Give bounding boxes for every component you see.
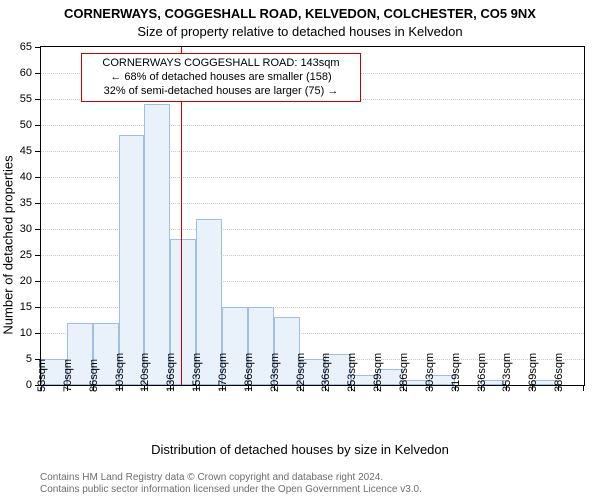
- y-tick-label: 50: [20, 119, 32, 131]
- x-tick-label: 170sqm: [217, 353, 229, 392]
- histogram-bar: [144, 104, 170, 385]
- x-tick-label: 220sqm: [295, 353, 307, 392]
- x-tick-label: 386sqm: [553, 353, 565, 392]
- x-tick-label: 203sqm: [269, 353, 281, 392]
- y-tick-label: 25: [20, 249, 32, 261]
- y-tick: [35, 47, 41, 48]
- y-tick: [35, 99, 41, 100]
- annotation-line: CORNERWAYS COGGESHALL ROAD: 143sqm: [85, 57, 357, 71]
- x-tick-label: 186sqm: [243, 353, 255, 392]
- plot-area: CORNERWAYS COGGESHALL ROAD: 143sqm ← 68%…: [40, 46, 585, 386]
- footer-line: Contains public sector information licen…: [40, 484, 422, 496]
- y-tick-label: 15: [20, 301, 32, 313]
- x-tick-label: 353sqm: [501, 353, 513, 392]
- chart-title-line1: CORNERWAYS, COGGESHALL ROAD, KELVEDON, C…: [0, 6, 600, 21]
- chart-title-line2: Size of property relative to detached ho…: [0, 24, 600, 39]
- y-tick-label: 45: [20, 145, 32, 157]
- y-tick: [35, 333, 41, 334]
- x-tick: [583, 385, 584, 391]
- y-tick: [35, 307, 41, 308]
- y-tick: [35, 177, 41, 178]
- y-tick-label: 65: [20, 41, 32, 53]
- y-tick-label: 55: [20, 93, 32, 105]
- y-tick-label: 0: [26, 379, 32, 391]
- y-tick: [35, 203, 41, 204]
- x-axis-label: Distribution of detached houses by size …: [0, 442, 600, 457]
- x-tick-label: 269sqm: [372, 353, 384, 392]
- y-tick-label: 40: [20, 171, 32, 183]
- x-tick-label: 136sqm: [165, 353, 177, 392]
- y-tick-label: 60: [20, 67, 32, 79]
- x-tick-label: 86sqm: [88, 359, 100, 392]
- footer-line: Contains HM Land Registry data © Crown c…: [40, 472, 422, 484]
- x-tick-label: 303sqm: [424, 353, 436, 392]
- x-tick-label: 120sqm: [139, 353, 151, 392]
- x-tick-label: 336sqm: [476, 353, 488, 392]
- x-tick-label: 153sqm: [191, 353, 203, 392]
- x-tick-label: 70sqm: [62, 359, 74, 392]
- x-tick-label: 319sqm: [450, 353, 462, 392]
- y-tick: [35, 125, 41, 126]
- y-tick: [35, 281, 41, 282]
- footer-attribution: Contains HM Land Registry data © Crown c…: [40, 472, 422, 496]
- annotation-line: 32% of semi-detached houses are larger (…: [85, 85, 357, 99]
- y-tick-label: 30: [20, 223, 32, 235]
- y-tick-label: 5: [26, 353, 32, 365]
- annotation-line: ← 68% of detached houses are smaller (15…: [85, 71, 357, 85]
- annotation-box: CORNERWAYS COGGESHALL ROAD: 143sqm ← 68%…: [81, 53, 361, 102]
- x-tick-label: 103sqm: [114, 353, 126, 392]
- chart-container: CORNERWAYS, COGGESHALL ROAD, KELVEDON, C…: [0, 0, 600, 500]
- x-tick-label: 369sqm: [527, 353, 539, 392]
- y-axis-label: Number of detached properties: [1, 155, 16, 334]
- y-tick: [35, 151, 41, 152]
- x-tick-label: 236sqm: [320, 353, 332, 392]
- y-tick-label: 35: [20, 197, 32, 209]
- histogram-bar: [119, 135, 145, 385]
- y-tick-label: 20: [20, 275, 32, 287]
- y-tick: [35, 255, 41, 256]
- y-tick: [35, 229, 41, 230]
- x-tick-label: 53sqm: [36, 359, 48, 392]
- x-tick-label: 253sqm: [346, 353, 358, 392]
- y-tick-label: 10: [20, 327, 32, 339]
- x-tick-label: 286sqm: [398, 353, 410, 392]
- y-tick: [35, 73, 41, 74]
- gridline-h: [41, 125, 584, 126]
